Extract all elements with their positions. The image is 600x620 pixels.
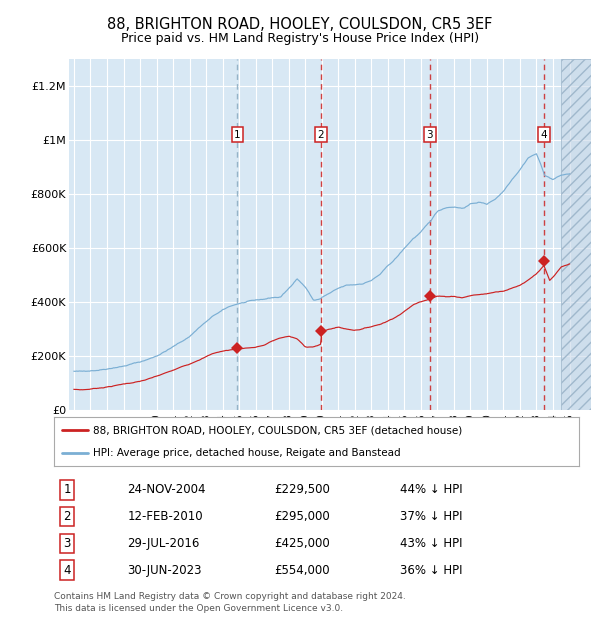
Text: 4: 4 [541, 130, 547, 140]
Text: 24-NOV-2004: 24-NOV-2004 [128, 484, 206, 497]
Text: 43% ↓ HPI: 43% ↓ HPI [401, 537, 463, 550]
Text: 37% ↓ HPI: 37% ↓ HPI [401, 510, 463, 523]
Text: 1: 1 [234, 130, 241, 140]
Text: HPI: Average price, detached house, Reigate and Banstead: HPI: Average price, detached house, Reig… [94, 448, 401, 458]
Text: 2: 2 [317, 130, 324, 140]
Text: 4: 4 [64, 564, 71, 577]
Text: 88, BRIGHTON ROAD, HOOLEY, COULSDON, CR5 3EF (detached house): 88, BRIGHTON ROAD, HOOLEY, COULSDON, CR5… [94, 425, 463, 435]
Text: 3: 3 [64, 537, 71, 550]
Text: 36% ↓ HPI: 36% ↓ HPI [401, 564, 463, 577]
Text: £229,500: £229,500 [275, 484, 331, 497]
Bar [561, 59, 591, 410]
Text: 88, BRIGHTON ROAD, HOOLEY, COULSDON, CR5 3EF: 88, BRIGHTON ROAD, HOOLEY, COULSDON, CR5… [107, 17, 493, 32]
Text: 29-JUL-2016: 29-JUL-2016 [128, 537, 200, 550]
Text: 2: 2 [64, 510, 71, 523]
Text: £295,000: £295,000 [275, 510, 330, 523]
Text: This data is licensed under the Open Government Licence v3.0.: This data is licensed under the Open Gov… [54, 604, 343, 613]
Text: 3: 3 [427, 130, 433, 140]
Text: 1: 1 [64, 484, 71, 497]
Text: Contains HM Land Registry data © Crown copyright and database right 2024.: Contains HM Land Registry data © Crown c… [54, 592, 406, 601]
Text: Price paid vs. HM Land Registry's House Price Index (HPI): Price paid vs. HM Land Registry's House … [121, 32, 479, 45]
Text: £425,000: £425,000 [275, 537, 330, 550]
Text: 30-JUN-2023: 30-JUN-2023 [128, 564, 202, 577]
Text: £554,000: £554,000 [275, 564, 330, 577]
Text: 12-FEB-2010: 12-FEB-2010 [128, 510, 203, 523]
Text: 44% ↓ HPI: 44% ↓ HPI [401, 484, 463, 497]
Bar [561, 59, 591, 410]
